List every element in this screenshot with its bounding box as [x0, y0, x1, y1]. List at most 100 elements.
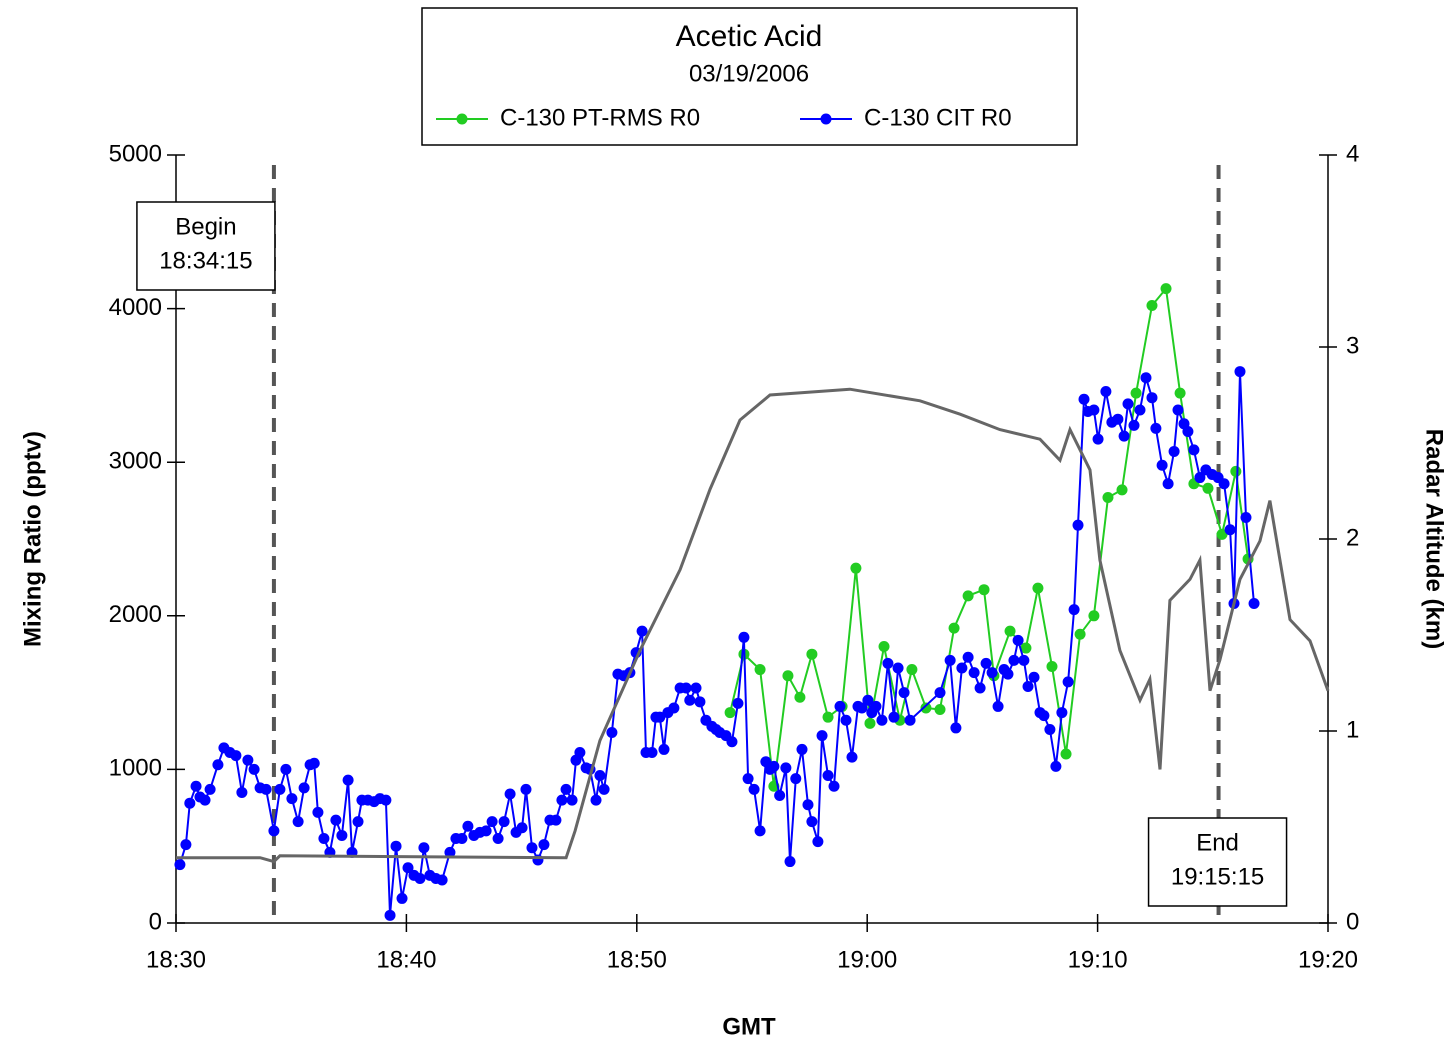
data-point — [566, 794, 578, 806]
data-point — [1116, 484, 1128, 496]
data-point — [1004, 625, 1016, 637]
data-point — [1122, 398, 1134, 410]
data-point — [560, 783, 572, 795]
data-point — [1218, 478, 1230, 490]
data-point — [298, 782, 310, 794]
legend-box — [421, 7, 1078, 146]
annotation-box — [136, 201, 276, 291]
data-point — [598, 783, 610, 795]
data-point — [242, 754, 254, 766]
data-point — [904, 714, 916, 726]
data-point — [948, 622, 960, 634]
data-point — [862, 694, 874, 706]
data-point — [846, 751, 858, 763]
data-point — [978, 584, 990, 596]
data-point — [934, 687, 946, 699]
y2-tick-label: 0 — [1346, 908, 1359, 935]
data-point — [268, 825, 280, 837]
data-point — [834, 700, 846, 712]
data-point — [898, 687, 910, 699]
data-point — [1174, 387, 1186, 399]
data-point — [184, 797, 196, 809]
data-point — [754, 825, 766, 837]
data-point — [1240, 511, 1252, 523]
data-point — [1160, 283, 1172, 295]
data-point — [1102, 492, 1114, 504]
data-point — [1194, 472, 1206, 484]
data-point — [384, 909, 396, 921]
data-point — [864, 717, 876, 729]
legend-marker — [820, 113, 832, 125]
data-point — [892, 662, 904, 674]
data-point — [1134, 404, 1146, 416]
data-point — [1038, 710, 1050, 722]
data-point — [1012, 634, 1024, 646]
data-point — [796, 743, 808, 755]
data-point — [1088, 404, 1100, 416]
data-point — [1216, 528, 1228, 540]
annotation-text: 19:15:15 — [1171, 863, 1264, 890]
legend-marker — [456, 113, 468, 125]
data-point — [516, 822, 528, 834]
data-point — [1112, 413, 1124, 425]
data-point — [556, 794, 568, 806]
data-point — [1100, 386, 1112, 398]
data-point — [1072, 519, 1084, 531]
data-point — [992, 700, 1004, 712]
data-point — [199, 794, 211, 806]
data-point — [480, 825, 492, 837]
data-point — [248, 763, 260, 775]
data-point — [1224, 524, 1236, 536]
y-tick-label: 3000 — [109, 448, 162, 475]
data-point — [504, 788, 516, 800]
data-point — [1248, 598, 1260, 610]
data-point — [782, 670, 794, 682]
data-point — [726, 736, 738, 748]
data-point — [882, 657, 894, 669]
data-point — [1044, 723, 1056, 735]
data-point — [816, 730, 828, 742]
data-point — [1088, 610, 1100, 622]
data-point — [934, 703, 946, 715]
data-point — [724, 707, 736, 719]
data-point — [204, 783, 216, 795]
data-point — [1146, 300, 1158, 312]
data-point — [414, 872, 426, 884]
annotation-text: End — [1196, 829, 1239, 856]
data-point — [436, 874, 448, 886]
data-point — [1172, 404, 1184, 416]
data-point — [336, 829, 348, 841]
data-point — [498, 816, 510, 828]
data-point — [780, 762, 792, 774]
data-point — [1068, 604, 1080, 616]
data-point — [1062, 676, 1074, 688]
data-point — [658, 743, 670, 755]
data-point — [812, 836, 824, 848]
y2-axis-label: Radar Altitude (km) — [1421, 429, 1448, 649]
data-point — [1020, 642, 1032, 654]
data-point — [680, 682, 692, 694]
data-point — [574, 747, 586, 759]
data-point — [180, 839, 192, 851]
y-tick-label: 5000 — [109, 140, 162, 167]
y-tick-label: 4000 — [109, 294, 162, 321]
data-point — [1188, 444, 1200, 456]
data-point — [380, 794, 392, 806]
data-point — [526, 842, 538, 854]
x-axis-label: GMT — [722, 1013, 776, 1040]
y2-tick-label: 4 — [1346, 140, 1359, 167]
data-point — [980, 657, 992, 669]
data-point — [1056, 707, 1068, 719]
data-point — [174, 859, 186, 871]
y-tick-label: 0 — [149, 908, 162, 935]
data-point — [212, 759, 224, 771]
data-point — [1002, 668, 1014, 680]
data-point — [1060, 748, 1072, 760]
data-point — [774, 790, 786, 802]
data-point — [654, 711, 666, 723]
data-point — [962, 651, 974, 663]
data-point — [418, 842, 430, 854]
data-point — [694, 696, 706, 708]
data-point — [806, 648, 818, 660]
